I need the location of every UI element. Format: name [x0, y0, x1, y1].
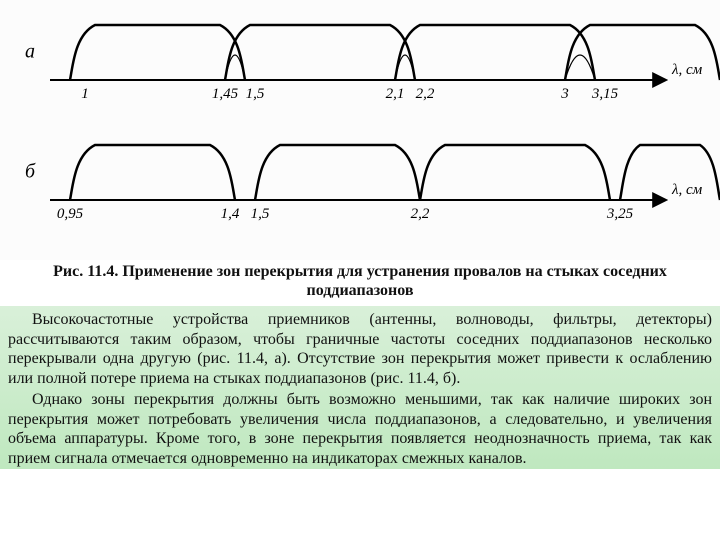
svg-text:1: 1 — [81, 86, 89, 102]
svg-text:2,2: 2,2 — [411, 206, 430, 222]
figure-caption-text: Применение зон перекрытия для устранения… — [122, 263, 667, 299]
paragraph: Однако зоны перекрытия должны быть возмо… — [8, 390, 712, 468]
figure-diagram: а λ, см 1 1,45 1,5 2,1 2,2 3 3,15 б λ, см 0,95 1,4 1,… — [0, 0, 720, 260]
svg-text:1,4: 1,4 — [221, 206, 240, 222]
svg-text:3,25: 3,25 — [606, 206, 634, 222]
body-text-block: Высокочастотные устройства приемников (а… — [0, 306, 720, 468]
svg-text:2,1: 2,1 — [386, 86, 405, 102]
svg-text:1,5: 1,5 — [246, 86, 265, 102]
svg-text:3: 3 — [560, 86, 569, 102]
figure-number: Рис. 11.4. — [53, 263, 118, 280]
svg-text:б: б — [25, 161, 36, 183]
svg-text:2,2: 2,2 — [416, 86, 435, 102]
svg-text:1,45: 1,45 — [212, 86, 239, 102]
svg-text:λ, см: λ, см — [671, 182, 703, 198]
svg-text:а: а — [25, 41, 35, 63]
svg-text:λ, см: λ, см — [671, 62, 703, 78]
paragraph: Высокочастотные устройства приемников (а… — [8, 310, 712, 388]
figure-caption: Рис. 11.4. Применение зон перекрытия для… — [0, 260, 720, 306]
svg-text:1,5: 1,5 — [251, 206, 270, 222]
svg-text:3,15: 3,15 — [591, 86, 619, 102]
svg-text:0,95: 0,95 — [57, 206, 84, 222]
